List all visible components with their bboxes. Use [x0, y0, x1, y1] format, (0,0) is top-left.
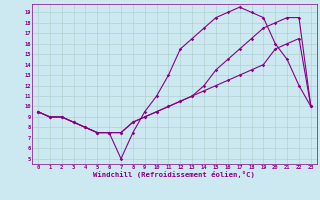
- X-axis label: Windchill (Refroidissement éolien,°C): Windchill (Refroidissement éolien,°C): [93, 171, 255, 178]
